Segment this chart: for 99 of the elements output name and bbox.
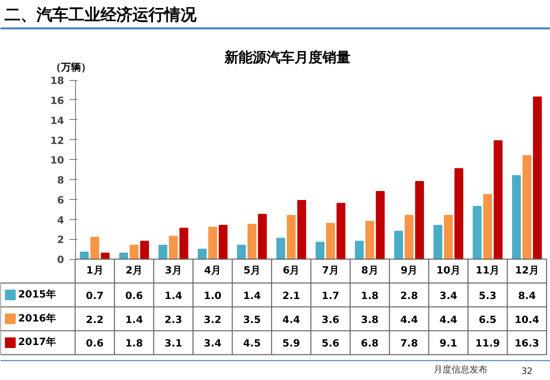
data-label: 2.1 (282, 290, 300, 302)
bar (454, 168, 464, 260)
x-tick-label: 7月 (322, 266, 339, 277)
y-axis-title: （万辆） (51, 62, 92, 74)
data-label: 2.8 (400, 290, 418, 302)
legend-label: 2015年 (18, 288, 56, 300)
x-tick-label: 8月 (361, 266, 378, 277)
bar (472, 206, 482, 260)
y-tick-label: 12 (50, 136, 64, 147)
text: 月度信息发布 (434, 364, 488, 376)
data-label: 3.4 (440, 290, 458, 302)
data-label: 1.8 (360, 290, 379, 302)
bar (336, 202, 346, 260)
y-tick-label: 4 (57, 215, 64, 226)
bar (415, 181, 424, 260)
data-label: 7.8 (400, 338, 418, 350)
bar (494, 140, 503, 260)
y-tick-label: 16 (50, 96, 64, 107)
data-label: 1.0 (204, 290, 222, 302)
data-label: 0.6 (125, 290, 143, 302)
data-label: 4.4 (282, 314, 300, 326)
x-tick-label: 9月 (400, 266, 418, 277)
bar (140, 240, 149, 260)
y-tick-label: 18 (50, 76, 64, 88)
bar (286, 214, 296, 260)
text: 二、汽车工业经济运行情况 (4, 4, 198, 24)
bar (168, 236, 178, 260)
bar (365, 220, 374, 260)
data-label: 1.4 (243, 290, 261, 302)
data-label: 8.4 (518, 290, 536, 302)
data-label: 1.7 (322, 290, 340, 302)
data-label: 2.2 (86, 314, 104, 326)
bar (433, 224, 442, 260)
bar (376, 190, 385, 260)
data-label: 0.7 (86, 290, 104, 302)
y-tick-label: 10 (50, 156, 64, 167)
y-tick-label: 8 (57, 176, 64, 187)
data-label: 2.3 (164, 314, 182, 326)
x-tick-label: 2月 (126, 266, 143, 277)
data-label: 4.4 (400, 314, 418, 326)
bar (208, 226, 218, 260)
data-label: 1.8 (125, 338, 143, 350)
x-tick-label: 4月 (204, 266, 222, 277)
data-label: 1.4 (164, 290, 182, 302)
bar (158, 244, 168, 260)
bar (394, 230, 404, 260)
data-label: 3.1 (164, 338, 182, 350)
bar (130, 244, 138, 260)
data-label: 3.8 (360, 314, 379, 326)
x-tick-label: 1月 (86, 266, 104, 277)
data-label: 9.1 (440, 338, 458, 350)
bar (90, 236, 100, 260)
legend-label: 2016年 (18, 312, 56, 324)
bar (522, 155, 532, 260)
bar (258, 214, 267, 260)
data-label: 3.2 (204, 314, 222, 326)
data-label: 5.3 (478, 290, 497, 302)
data-label: 0.6 (86, 338, 104, 350)
data-label: 4.4 (440, 314, 458, 326)
data-label: 3.4 (204, 338, 222, 350)
x-tick-label: 12月 (514, 266, 539, 277)
bar (483, 194, 492, 260)
chart-title: 新能源汽车月度销量 (223, 49, 350, 66)
data-label: 5.6 (322, 338, 340, 350)
data-label: 16.3 (514, 338, 540, 350)
legend-label: 2017年 (18, 336, 56, 348)
data-label: 3.5 (243, 314, 261, 326)
x-tick-label: 6月 (282, 266, 300, 277)
y-tick-label: 0 (57, 255, 64, 266)
data-label: 10.4 (514, 314, 540, 326)
x-tick-label: 3月 (164, 266, 182, 277)
data-label: 6.8 (360, 338, 379, 350)
text: 32 (521, 367, 533, 378)
data-label: 11.9 (475, 338, 500, 350)
bar (532, 96, 542, 260)
x-tick-label: 10月 (436, 266, 460, 277)
bar (326, 222, 335, 260)
bar (237, 244, 246, 260)
y-tick-label: 14 (50, 116, 64, 127)
data-label: 3.6 (322, 314, 340, 326)
x-tick-label: 11月 (476, 266, 500, 277)
bar (444, 214, 453, 260)
bar (179, 228, 188, 260)
bar (512, 175, 521, 260)
data-label: 6.5 (478, 314, 497, 326)
bar (404, 214, 414, 260)
data-label: 5.9 (282, 338, 300, 350)
bar (297, 200, 306, 260)
bar (316, 242, 324, 260)
data-label: 4.5 (243, 338, 261, 350)
y-tick-label: 6 (57, 195, 64, 206)
bar (248, 224, 256, 260)
bar (354, 240, 364, 260)
bar (198, 248, 207, 260)
bar (218, 224, 228, 260)
y-tick-label: 2 (57, 235, 64, 246)
x-tick-label: 5月 (243, 266, 260, 277)
data-label: 1.4 (125, 314, 143, 326)
bar (276, 238, 286, 260)
